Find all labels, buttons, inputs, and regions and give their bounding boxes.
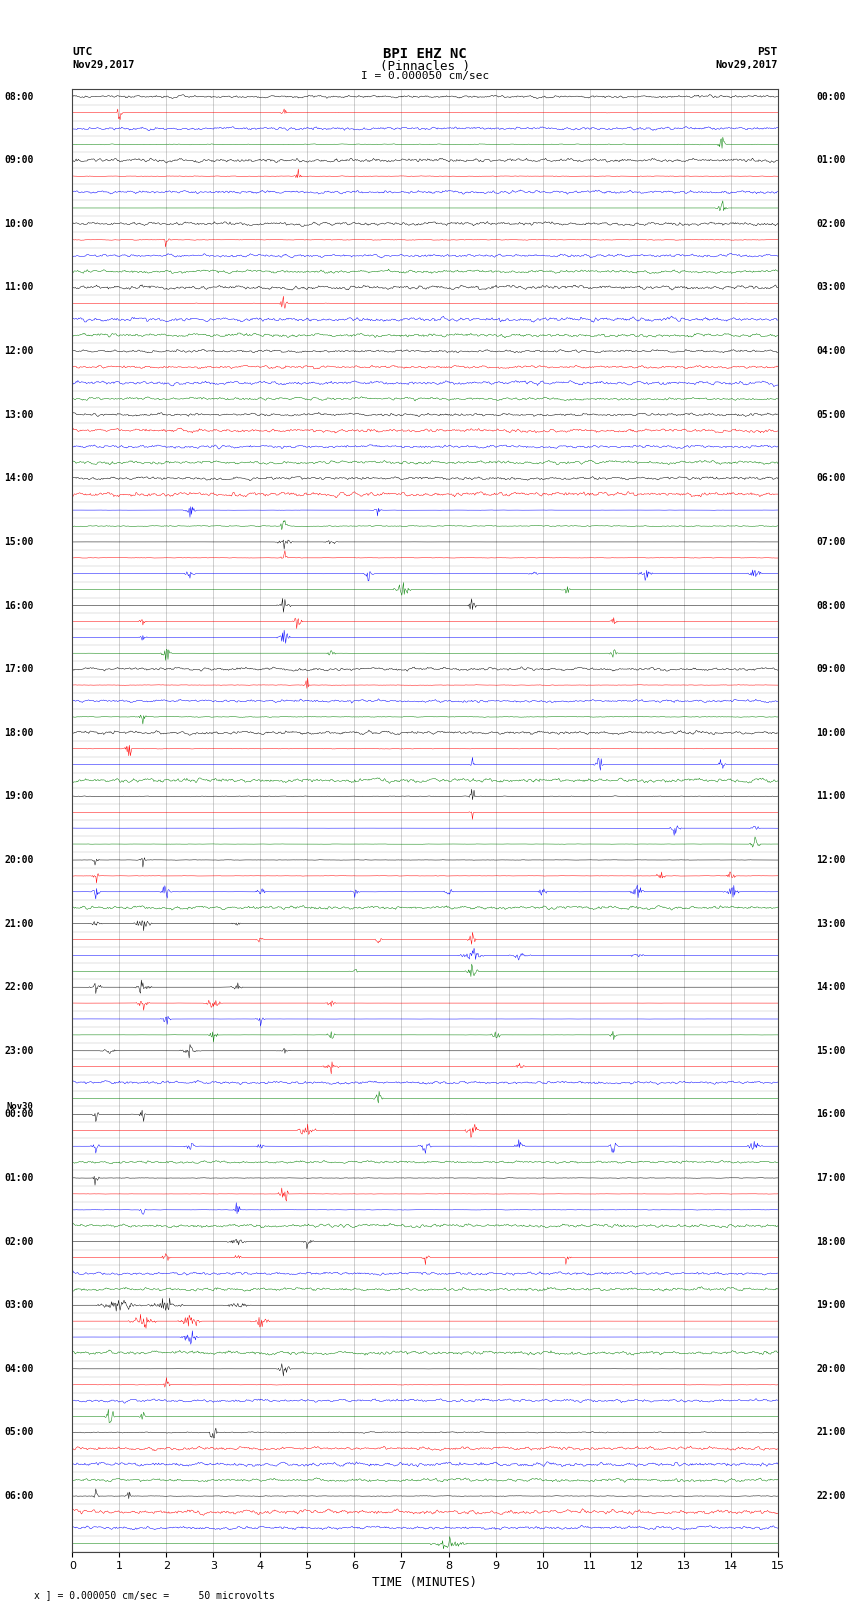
Text: 22:00: 22:00 — [817, 1490, 846, 1502]
Text: 13:00: 13:00 — [4, 410, 33, 419]
Text: 14:00: 14:00 — [4, 473, 33, 484]
Text: PST: PST — [757, 47, 778, 56]
Text: 03:00: 03:00 — [817, 282, 846, 292]
Text: 02:00: 02:00 — [817, 219, 846, 229]
Text: 04:00: 04:00 — [4, 1365, 33, 1374]
Text: 07:00: 07:00 — [817, 537, 846, 547]
Text: 06:00: 06:00 — [817, 473, 846, 484]
Text: 10:00: 10:00 — [817, 727, 846, 737]
Text: 01:00: 01:00 — [817, 155, 846, 165]
Text: Nov29,2017: Nov29,2017 — [72, 60, 135, 69]
Text: 14:00: 14:00 — [817, 982, 846, 992]
Text: 09:00: 09:00 — [817, 665, 846, 674]
Text: 06:00: 06:00 — [4, 1490, 33, 1502]
Text: I = 0.000050 cm/sec: I = 0.000050 cm/sec — [361, 71, 489, 81]
Text: 22:00: 22:00 — [4, 982, 33, 992]
Text: 08:00: 08:00 — [4, 92, 33, 102]
Text: Nov29,2017: Nov29,2017 — [715, 60, 778, 69]
Text: 12:00: 12:00 — [817, 855, 846, 865]
Text: 00:00: 00:00 — [4, 1110, 33, 1119]
Text: 15:00: 15:00 — [4, 537, 33, 547]
Text: 19:00: 19:00 — [4, 792, 33, 802]
Text: 04:00: 04:00 — [817, 347, 846, 356]
Text: 23:00: 23:00 — [4, 1045, 33, 1057]
Text: 17:00: 17:00 — [4, 665, 33, 674]
Text: 05:00: 05:00 — [4, 1428, 33, 1437]
Text: 18:00: 18:00 — [817, 1237, 846, 1247]
Text: Nov30: Nov30 — [7, 1102, 33, 1111]
Text: 17:00: 17:00 — [817, 1173, 846, 1182]
Text: 02:00: 02:00 — [4, 1237, 33, 1247]
Text: UTC: UTC — [72, 47, 93, 56]
Text: 20:00: 20:00 — [4, 855, 33, 865]
Text: 09:00: 09:00 — [4, 155, 33, 165]
X-axis label: TIME (MINUTES): TIME (MINUTES) — [372, 1576, 478, 1589]
Text: 20:00: 20:00 — [817, 1365, 846, 1374]
Text: x ] = 0.000050 cm/sec =     50 microvolts: x ] = 0.000050 cm/sec = 50 microvolts — [34, 1590, 275, 1600]
Text: 15:00: 15:00 — [817, 1045, 846, 1057]
Text: 05:00: 05:00 — [817, 410, 846, 419]
Text: 03:00: 03:00 — [4, 1300, 33, 1310]
Text: 18:00: 18:00 — [4, 727, 33, 737]
Text: 10:00: 10:00 — [4, 219, 33, 229]
Text: (Pinnacles ): (Pinnacles ) — [380, 60, 470, 73]
Text: 21:00: 21:00 — [817, 1428, 846, 1437]
Text: 11:00: 11:00 — [4, 282, 33, 292]
Text: 16:00: 16:00 — [817, 1110, 846, 1119]
Text: 12:00: 12:00 — [4, 347, 33, 356]
Text: 08:00: 08:00 — [817, 600, 846, 611]
Text: BPI EHZ NC: BPI EHZ NC — [383, 47, 467, 61]
Text: 19:00: 19:00 — [817, 1300, 846, 1310]
Text: 21:00: 21:00 — [4, 918, 33, 929]
Text: 16:00: 16:00 — [4, 600, 33, 611]
Text: 13:00: 13:00 — [817, 918, 846, 929]
Text: 11:00: 11:00 — [817, 792, 846, 802]
Text: 00:00: 00:00 — [817, 92, 846, 102]
Text: 01:00: 01:00 — [4, 1173, 33, 1182]
